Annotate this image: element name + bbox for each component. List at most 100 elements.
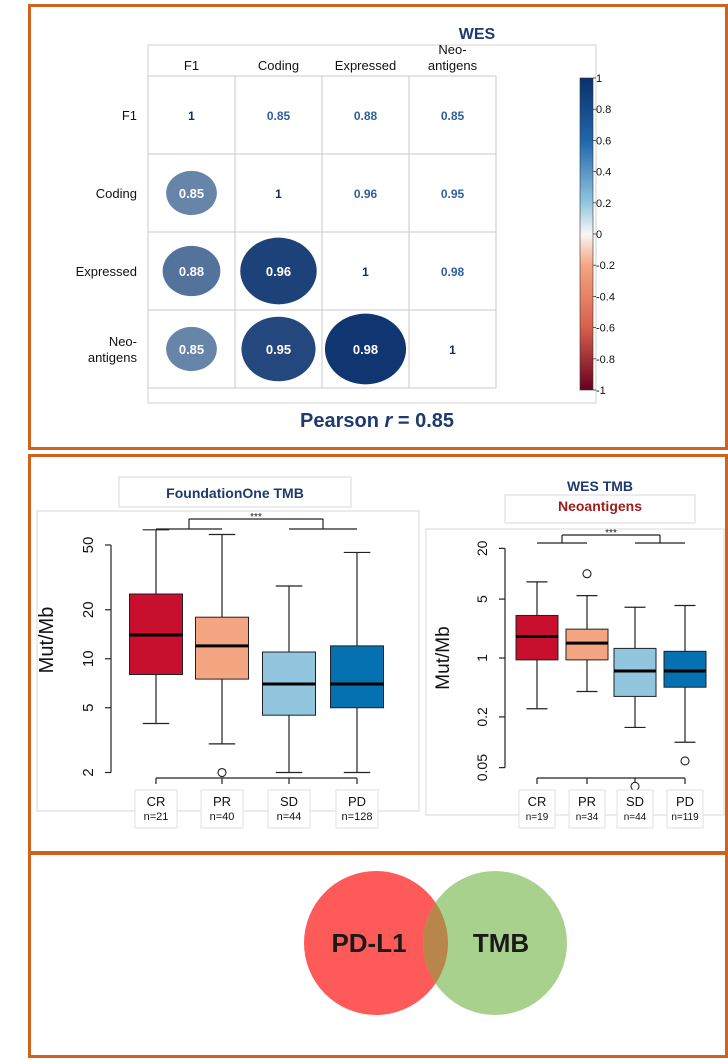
corr-circle <box>166 326 217 372</box>
corr-cell-value: 0.85 <box>441 109 465 123</box>
outlier-point <box>217 767 227 778</box>
colorbar-tick-label: 0.2 <box>596 198 611 210</box>
colorbar-tick-label: -0.2 <box>596 260 615 272</box>
y-tick-label: 50 <box>80 537 97 554</box>
corr-left-label: Expressed <box>76 264 137 279</box>
corr-circle-value: 0.88 <box>179 264 204 279</box>
category-label: PD <box>348 794 366 809</box>
boxplot-panel: FoundationOne TMB 2 5 10 20 50 Mut/Mb CR n=21 PR n… <box>28 454 728 854</box>
corr-left-label: F1 <box>122 108 137 123</box>
boxplot-subtitle: Neoantigens <box>558 498 642 514</box>
colorbar-tick-label: -0.8 <box>596 354 615 366</box>
corr-cell-value: 1 <box>449 343 456 357</box>
corr-cell-value: 0.88 <box>354 109 378 123</box>
colorbar-tick-label: 0.8 <box>596 104 611 116</box>
corr-top-label: Neo- <box>438 42 466 57</box>
category-label-box <box>616 789 654 829</box>
box-PR <box>195 616 249 680</box>
y-tick-label: 1 <box>474 654 490 662</box>
category-label: SD <box>626 794 644 809</box>
outlier-point <box>630 781 640 791</box>
category-label-box <box>200 789 244 829</box>
colorbar-tick-label: 0 <box>596 229 602 241</box>
corr-cell-value: 1 <box>188 109 195 123</box>
corr-title: WES <box>459 26 496 43</box>
corr-layer: WES F1 Coding Expressed Neo-antigens F1 Coding… <box>76 26 615 432</box>
category-label-box <box>267 789 311 829</box>
venn-diagram: PD-L1 TMB <box>304 871 567 1015</box>
category-label: CR <box>147 794 166 809</box>
y-tick-label: 0.2 <box>474 707 490 727</box>
colorbar-tick-label: -0.6 <box>596 323 615 335</box>
corr-left-label: Coding <box>96 186 137 201</box>
corr-left-label: antigens <box>88 350 138 365</box>
y-tick-label: 20 <box>474 540 490 556</box>
corr-top-label: antigens <box>428 58 478 73</box>
corr-top-label: F1 <box>184 58 199 73</box>
corr-cell-value: 0.95 <box>441 187 465 201</box>
category-label: CR <box>528 794 547 809</box>
corr-circle <box>166 170 217 216</box>
n-label: n=44 <box>277 811 302 823</box>
colorbar-tick-label: -1 <box>596 385 606 397</box>
colorbar <box>579 77 594 391</box>
corr-footnote: Pearson r = 0.85 <box>300 410 454 432</box>
n-label: n=19 <box>526 812 549 823</box>
y-tick-label: 2 <box>80 768 97 776</box>
boxplot-title: WES TMB <box>567 478 633 494</box>
category-label: PD <box>676 794 694 809</box>
box-PD <box>330 645 384 709</box>
n-label: n=128 <box>342 811 373 823</box>
corr-circle-value: 0.95 <box>266 342 291 357</box>
category-label-box <box>518 789 556 829</box>
corr-cell-value: 0.98 <box>441 265 465 279</box>
correlation-chart: WES F1 Coding Expressed Neo-antigens F1 Coding… <box>76 26 615 432</box>
y-tick-label: 20 <box>80 601 97 618</box>
boxplot-title-box <box>504 494 696 524</box>
boxplot-chart: FoundationOne TMB 2 5 10 20 50 Mut/Mb CR n=21 PR n… <box>36 476 725 829</box>
footnote-part: Pearson <box>300 410 384 432</box>
y-tick-label: 5 <box>80 704 97 712</box>
category-label-box <box>335 789 379 829</box>
y-axis-label: Mut/Mb <box>36 607 58 674</box>
n-label: n=119 <box>671 812 699 823</box>
corr-circle-value: 0.96 <box>266 264 291 279</box>
tmb-circle <box>423 871 567 1015</box>
category-label: PR <box>578 794 596 809</box>
significance-label: *** <box>250 512 262 523</box>
y-tick-label: 0.05 <box>474 754 490 781</box>
y-tick-label: 5 <box>474 595 490 603</box>
corr-circle <box>324 313 407 385</box>
corr-top-label: Coding <box>258 58 299 73</box>
n-label: n=34 <box>576 812 599 823</box>
significance-label: *** <box>605 528 617 539</box>
n-label: n=44 <box>624 812 647 823</box>
category-label-box <box>134 789 178 829</box>
category-label-box <box>666 789 704 829</box>
category-label: PR <box>213 794 231 809</box>
pd-l1-circle <box>304 871 448 1015</box>
box-PD <box>663 650 707 688</box>
outlier-point <box>582 569 592 579</box>
colorbar-tick-label: 0.4 <box>596 167 611 179</box>
corr-top-label: Expressed <box>335 58 396 73</box>
venn-left-label: PD-L1 <box>331 928 406 958</box>
boxplot-title: FoundationOne TMB <box>166 485 304 501</box>
footnote-part: = 0.85 <box>392 410 454 432</box>
corr-cell-value: 0.85 <box>267 109 291 123</box>
category-label: SD <box>280 794 298 809</box>
corr-cell-value: 1 <box>362 265 369 279</box>
corr-cell-value: 0.96 <box>354 187 378 201</box>
y-tick-label: 10 <box>80 650 97 667</box>
corr-left-label: Neo- <box>109 334 137 349</box>
colorbar-tick-label: -0.4 <box>596 291 615 303</box>
category-label-box <box>568 789 606 829</box>
outlier-point <box>680 756 690 766</box>
venn-panel: PD-L1 TMB <box>28 852 728 1058</box>
box-layer: FoundationOne TMB 2 5 10 20 50 Mut/Mb CR n=21 PR n… <box>36 476 725 829</box>
corr-circle <box>240 237 317 305</box>
y-axis-label: Mut/Mb <box>433 626 454 689</box>
corr-circle <box>241 316 316 382</box>
corr-circle-value: 0.85 <box>179 342 204 357</box>
boxplot-title-box <box>118 476 352 508</box>
